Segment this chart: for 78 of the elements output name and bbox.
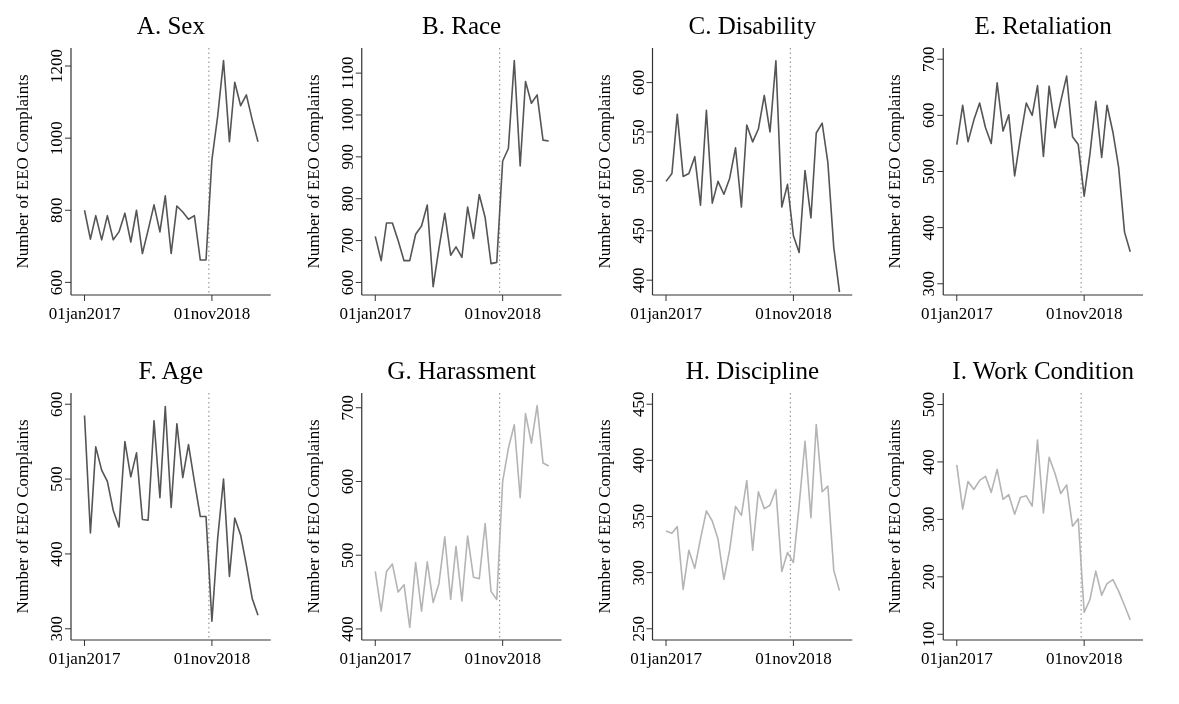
y-tick-label: 300	[47, 616, 66, 642]
line-series	[83, 59, 259, 261]
y-tick-label: 350	[628, 503, 648, 530]
x-tick-label: 01nov2018	[1045, 304, 1123, 323]
x-tick-label: 01nov2018	[464, 304, 541, 323]
y-tick-label: 600	[919, 102, 939, 129]
line-series	[374, 59, 550, 288]
y-axis-title: Number of EEO Complaints	[594, 419, 614, 614]
y-tick-label: 400	[47, 541, 66, 567]
y-axis-title: Number of EEO Complaints	[303, 419, 323, 614]
y-axis-title: Number of EEO Complaints	[13, 419, 32, 614]
y-tick-label: 800	[337, 185, 357, 212]
y-tick-label: 400	[337, 616, 357, 642]
y-axis-title: Number of EEO Complaints	[303, 74, 323, 269]
y-tick-label: 1200	[47, 49, 66, 84]
line-series	[83, 405, 259, 623]
x-tick-label: 01jan2017	[48, 649, 121, 668]
y-tick-label: 500	[47, 466, 66, 492]
x-tick-label: 01nov2018	[755, 649, 832, 668]
y-tick-label: 500	[919, 158, 939, 185]
y-tick-label: 1000	[337, 97, 357, 132]
x-tick-label: 01jan2017	[339, 649, 412, 668]
y-tick-label: 700	[337, 395, 357, 421]
chart-title: C. Disability	[688, 12, 817, 39]
line-series	[955, 439, 1132, 621]
x-tick-label: 01jan2017	[339, 304, 412, 323]
y-tick-label: 300	[919, 271, 939, 297]
chart-title: E. Retaliation	[974, 12, 1113, 39]
y-tick-label: 1100	[337, 56, 357, 90]
y-tick-label: 550	[628, 119, 648, 145]
y-tick-label: 450	[628, 218, 648, 244]
x-tick-label: 01jan2017	[920, 304, 994, 323]
y-axis-title: Number of EEO Complaints	[885, 74, 905, 269]
y-tick-label: 400	[628, 447, 648, 474]
x-tick-label: 01jan2017	[48, 304, 121, 323]
x-tick-label: 01jan2017	[630, 304, 703, 323]
chart-title: G. Harassment	[387, 357, 536, 384]
line-series	[955, 75, 1132, 253]
y-tick-label: 400	[919, 214, 939, 241]
y-tick-label: 800	[47, 197, 66, 224]
y-tick-label: 450	[628, 391, 648, 417]
chart-title: H. Discipline	[685, 357, 820, 384]
y-axis-title: Number of EEO Complaints	[13, 74, 32, 269]
y-axis-title: Number of EEO Complaints	[885, 419, 905, 614]
chart-title: F. Age	[138, 357, 204, 384]
y-tick-label: 250	[628, 616, 648, 642]
y-tick-label: 200	[919, 564, 939, 590]
y-axis-title: Number of EEO Complaints	[594, 74, 614, 269]
y-tick-label: 300	[628, 559, 648, 586]
x-tick-label: 01nov2018	[173, 649, 251, 668]
y-tick-label: 700	[337, 227, 357, 254]
y-tick-label: 100	[919, 621, 939, 648]
x-tick-label: 01jan2017	[630, 649, 703, 668]
y-tick-label: 400	[628, 267, 648, 293]
y-tick-label: 600	[337, 468, 357, 495]
line-series	[665, 60, 841, 293]
y-tick-label: 700	[919, 46, 939, 72]
chart-title: I. Work Condition	[952, 357, 1135, 384]
line-series	[374, 404, 550, 629]
y-tick-label: 500	[337, 542, 357, 568]
y-tick-label: 1000	[47, 121, 66, 156]
line-series	[665, 423, 841, 592]
chart-title: A. Sex	[136, 12, 206, 39]
y-tick-label: 600	[47, 269, 66, 296]
y-tick-label: 300	[919, 506, 939, 533]
chart-title: B. Race	[422, 12, 502, 39]
x-tick-label: 01nov2018	[464, 649, 541, 668]
y-tick-label: 600	[47, 391, 66, 417]
y-tick-label: 500	[628, 168, 648, 195]
y-tick-label: 600	[628, 69, 648, 96]
x-tick-label: 01jan2017	[920, 649, 994, 668]
x-tick-label: 01nov2018	[173, 304, 251, 323]
x-tick-label: 01nov2018	[755, 304, 832, 323]
y-tick-label: 500	[919, 391, 939, 418]
y-tick-label: 600	[337, 269, 357, 296]
x-tick-label: 01nov2018	[1045, 649, 1123, 668]
y-tick-label: 400	[919, 449, 939, 475]
y-tick-label: 900	[337, 144, 357, 170]
